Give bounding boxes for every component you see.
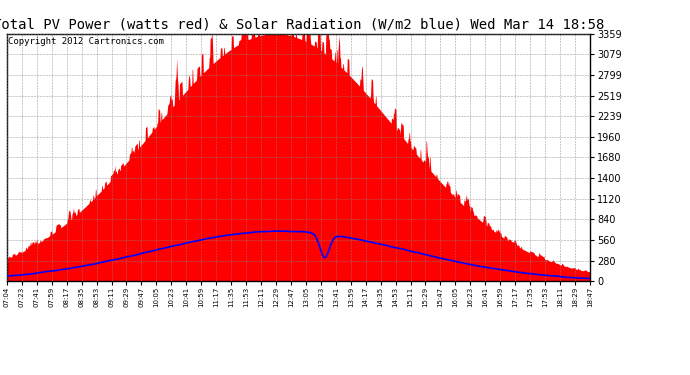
Title: Total PV Power (watts red) & Solar Radiation (W/m2 blue) Wed Mar 14 18:58: Total PV Power (watts red) & Solar Radia… bbox=[0, 17, 604, 31]
Text: Copyright 2012 Cartronics.com: Copyright 2012 Cartronics.com bbox=[8, 38, 164, 46]
